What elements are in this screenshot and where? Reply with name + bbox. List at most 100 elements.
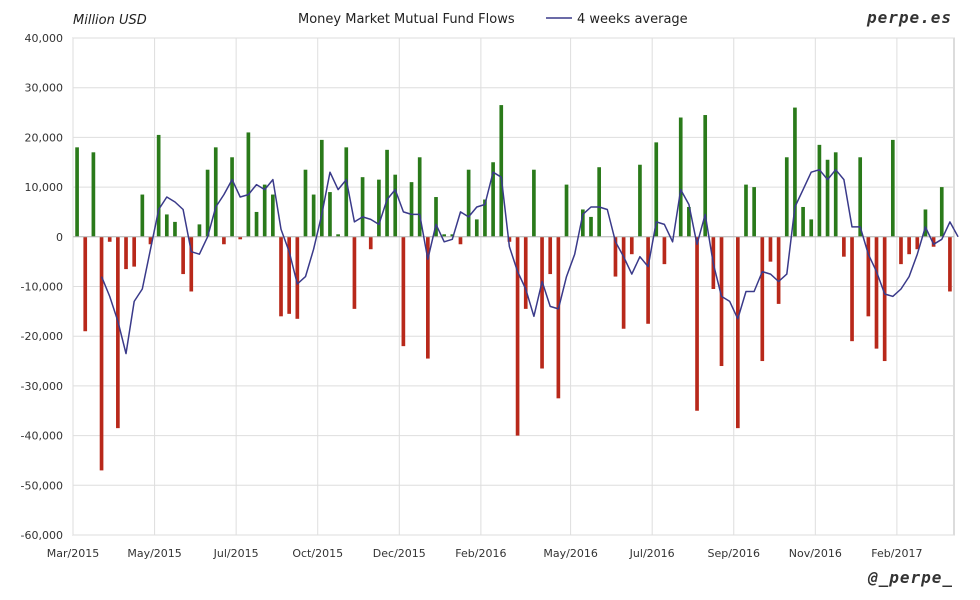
flow-bar: [213, 147, 218, 237]
flow-bar: [678, 117, 683, 237]
x-tick-label: Mar/2015: [47, 547, 99, 560]
flow-bar: [466, 169, 471, 237]
y-tick-label: -50,000: [21, 479, 63, 492]
flow-bar: [858, 157, 863, 237]
flow-bar: [377, 179, 381, 237]
x-tick-label: Feb/2016: [455, 547, 506, 560]
flow-bar: [850, 236, 854, 342]
brand-bottom: @_perpe_: [867, 568, 953, 587]
flow-bar: [825, 159, 830, 237]
flow-bar: [654, 142, 659, 237]
flow-bar: [156, 134, 161, 237]
flow-bar: [752, 187, 756, 237]
flow-bar: [417, 157, 422, 237]
x-tick-label: Feb/2017: [871, 547, 922, 560]
flow-bar: [523, 236, 528, 309]
flow-bar: [393, 174, 398, 237]
flow-bar: [450, 234, 455, 237]
x-tick-label: May/2015: [127, 547, 181, 560]
flow-bar: [784, 157, 789, 237]
x-tick-label: Dec/2015: [373, 547, 426, 560]
flow-bar: [890, 139, 895, 237]
flow-bar: [899, 236, 903, 265]
flow-bar: [621, 236, 626, 329]
flow-bar: [793, 107, 797, 237]
flow-bar: [107, 236, 112, 242]
y-tick-label: 0: [56, 231, 63, 244]
average-line: [100, 168, 959, 355]
flow-bar: [83, 236, 88, 332]
brand-top: perpe.es: [866, 8, 952, 27]
flow-bar: [238, 236, 243, 240]
flow-bar: [882, 236, 887, 362]
flow-bar: [336, 234, 340, 237]
flow-bar: [735, 236, 740, 429]
flow-bar: [352, 236, 357, 309]
flow-bar: [776, 236, 781, 304]
flow-bar: [695, 236, 699, 411]
flow-bar: [874, 236, 879, 349]
header: Million USD Money Market Mutual Fund Flo…: [73, 8, 952, 28]
flow-bar: [287, 236, 292, 314]
x-tick-label: Oct/2015: [292, 547, 343, 560]
flow-bar: [246, 132, 251, 237]
y-tick-label: 30,000: [25, 82, 64, 95]
flow-bar: [271, 194, 275, 237]
flow-bar: [483, 199, 487, 237]
flow-bar: [507, 236, 512, 242]
flow-bar: [613, 236, 618, 277]
flow-bar: [409, 182, 414, 237]
flow-bar: [91, 152, 96, 237]
y-tick-label: -60,000: [21, 529, 63, 542]
x-tick-label: Nov/2016: [789, 547, 842, 560]
flow-bar: [923, 209, 928, 237]
x-tick-label: Sep/2016: [708, 547, 760, 560]
flow-bar: [948, 236, 952, 292]
flow-bar: [328, 192, 332, 237]
flow-bar: [662, 236, 667, 265]
flow-bar: [124, 236, 128, 270]
flow-bar: [801, 206, 805, 237]
flow-bar: [939, 187, 944, 237]
flow-bar: [254, 211, 259, 237]
flow-bar: [581, 209, 585, 237]
y-tick-label: 20,000: [25, 131, 64, 144]
flow-bar: [719, 236, 724, 367]
legend-label: 4 weeks average: [577, 12, 688, 27]
flow-bar: [638, 164, 642, 237]
flow-bar: [319, 139, 324, 237]
flow-bar: [434, 197, 438, 237]
flow-bar: [368, 236, 373, 250]
flow-bar: [474, 219, 479, 237]
flow-bar: [760, 236, 765, 362]
grid: [72, 37, 954, 536]
flow-bar: [540, 236, 544, 369]
flow-bar: [189, 236, 194, 292]
flow-bar: [279, 236, 283, 317]
flow-bar: [173, 221, 177, 237]
flow-bar: [442, 234, 446, 237]
flow-bar: [556, 236, 561, 399]
flow-bar: [597, 167, 601, 237]
flow-bar: [295, 236, 300, 319]
x-tick-label: May/2016: [543, 547, 597, 560]
flow-bar: [148, 236, 153, 245]
chart-title: Money Market Mutual Fund Flows: [298, 12, 515, 27]
flow-bar: [532, 169, 536, 237]
y-axis-ticks: 40,000 30,000 20,000 10,000 0 -10,000 -20,000 -…: [21, 32, 63, 542]
y-tick-label: -30,000: [21, 380, 63, 393]
flow-bar: [164, 214, 169, 237]
x-tick-label: Jul/2016: [629, 547, 675, 560]
flow-bar: [768, 236, 773, 262]
flow-bar: [629, 236, 634, 255]
y-tick-label: 40,000: [25, 32, 64, 45]
flow-bar: [491, 162, 495, 237]
flow-bar: [262, 184, 267, 237]
flow-bar: [548, 236, 553, 275]
x-axis-ticks: Mar/2015 May/2015 Jul/2015 Oct/2015 Dec/2015…: [47, 547, 923, 560]
flow-bar: [303, 169, 308, 237]
y-tick-label: -20,000: [21, 330, 63, 343]
flow-bar: [197, 224, 202, 237]
flow-bar: [687, 206, 691, 237]
